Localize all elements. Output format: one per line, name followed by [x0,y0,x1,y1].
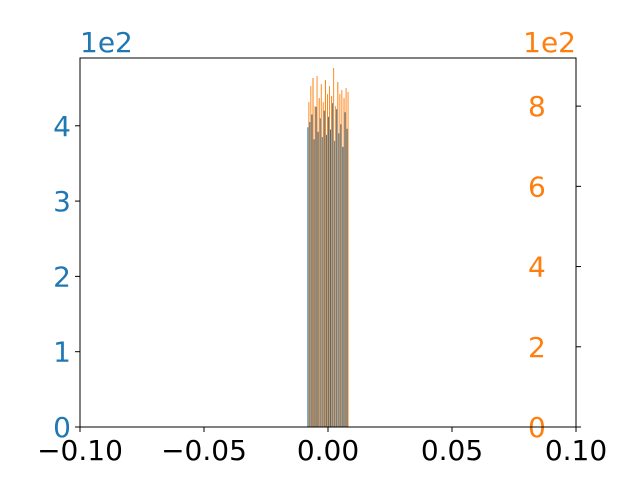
left-series-bar [317,131,319,428]
left-y-tick-label: 2 [53,260,71,293]
right-series-bar [328,86,330,427]
right-series-bar [320,84,322,427]
right-series-bar [337,82,339,427]
left-y-tick-label: 4 [53,110,71,143]
right-series-bar [327,94,328,427]
left-series-bar [326,134,327,427]
right-series-bar [316,76,318,428]
left-series-bar [328,116,329,428]
right-y-tick-label: 4 [528,251,546,284]
right-y-tick-label: 2 [528,331,546,364]
right-series-bar [308,102,310,428]
right-y-tick-label: 6 [528,170,546,203]
left-series-bar [315,106,317,427]
right-series-bar [343,98,345,428]
x-tick-label: 0.05 [421,434,483,467]
right-series-bar [333,68,335,427]
left-y-tick-label: 0 [53,411,71,444]
right-y-tick-label: 8 [528,90,546,123]
left-series-bar [323,110,325,428]
left-series-bar [346,128,348,428]
left-series-bar [338,133,340,427]
left-series-bar [336,109,338,428]
left-series-bar [344,112,346,427]
left-series-bar [334,140,336,427]
left-series-bar [309,122,311,427]
right-series-bar [341,90,343,427]
x-tick-label: 0.00 [297,434,359,467]
right-axis-offset-text: 1e2 [523,26,576,59]
right-series-bar [324,80,326,427]
left-series-bar [321,137,323,427]
left-series-bar [307,127,309,427]
right-series-bar [318,98,320,428]
right-series-bar [310,86,312,427]
left-series-bar [313,139,315,427]
right-series-bar [331,96,333,427]
right-series-bar [312,78,314,428]
left-y-tick-label: 1 [53,336,71,369]
left-series-bar [319,118,321,428]
left-series-bar [340,124,342,428]
left-series-bar [311,114,313,427]
right-series-bar [347,92,349,427]
right-series-bar [322,102,324,428]
x-tick-label: −0.05 [161,434,247,467]
right-series-bar [335,106,337,427]
left-axis-offset-text: 1e2 [80,26,133,59]
x-tick-label: −0.10 [37,434,123,467]
x-tick-label: 0.10 [545,434,607,467]
right-series-bar [345,88,347,427]
right-series-bar [314,106,316,427]
left-y-tick-label: 3 [53,185,71,218]
left-series-bar [332,103,334,428]
plot-frame [79,57,577,428]
left-series-bar [342,146,344,428]
right-series-bar [339,94,341,427]
bars-layer [307,68,349,428]
left-series-bar [329,129,332,428]
